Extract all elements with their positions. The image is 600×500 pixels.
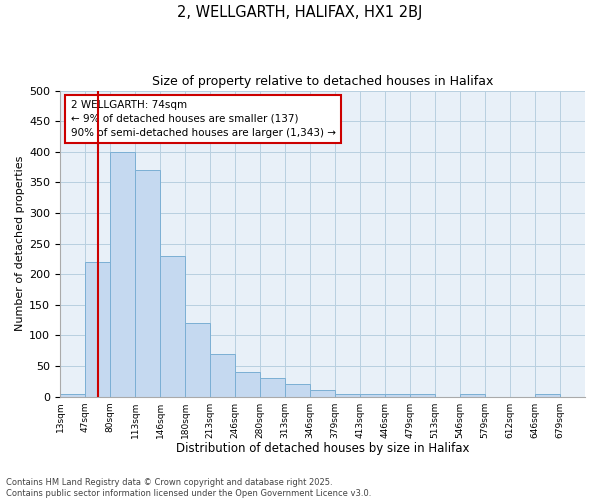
- Title: Size of property relative to detached houses in Halifax: Size of property relative to detached ho…: [152, 75, 493, 88]
- Bar: [310, 390, 335, 396]
- Bar: [460, 394, 485, 396]
- Bar: [135, 170, 160, 396]
- Bar: [335, 394, 360, 396]
- Bar: [160, 256, 185, 396]
- Bar: [110, 152, 135, 396]
- Bar: [360, 394, 385, 396]
- Y-axis label: Number of detached properties: Number of detached properties: [15, 156, 25, 332]
- Text: 2, WELLGARTH, HALIFAX, HX1 2BJ: 2, WELLGARTH, HALIFAX, HX1 2BJ: [178, 5, 422, 20]
- Text: 2 WELLGARTH: 74sqm
← 9% of detached houses are smaller (137)
90% of semi-detache: 2 WELLGARTH: 74sqm ← 9% of detached hous…: [71, 100, 335, 138]
- X-axis label: Distribution of detached houses by size in Halifax: Distribution of detached houses by size …: [176, 442, 469, 455]
- Bar: [235, 372, 260, 396]
- Bar: [185, 323, 210, 396]
- Bar: [85, 262, 110, 396]
- Bar: [285, 384, 310, 396]
- Bar: [385, 394, 410, 396]
- Bar: [60, 394, 85, 396]
- Bar: [410, 394, 435, 396]
- Bar: [210, 354, 235, 397]
- Bar: [535, 394, 560, 396]
- Text: Contains HM Land Registry data © Crown copyright and database right 2025.
Contai: Contains HM Land Registry data © Crown c…: [6, 478, 371, 498]
- Bar: [260, 378, 285, 396]
